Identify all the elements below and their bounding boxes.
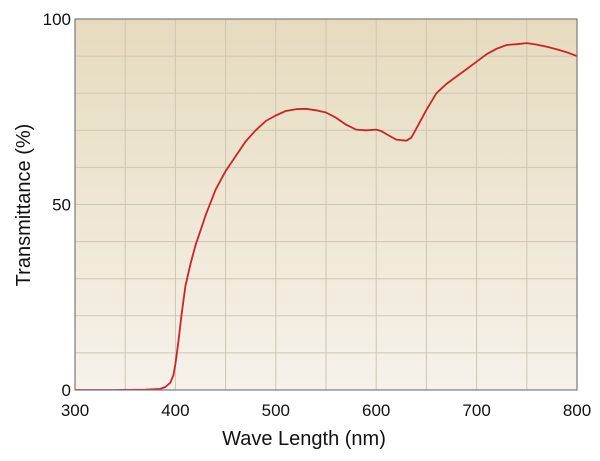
y-axis-title: Transmittance (%) bbox=[13, 124, 35, 287]
x-tick-label: 700 bbox=[462, 401, 490, 420]
grid bbox=[75, 19, 577, 390]
y-axis-ticks: 0 50 100 bbox=[43, 10, 71, 400]
x-tick-label: 800 bbox=[563, 401, 591, 420]
x-tick-label: 500 bbox=[262, 401, 290, 420]
series-layer bbox=[75, 42, 577, 390]
y-tick-label: 50 bbox=[52, 196, 71, 215]
x-tick-label: 300 bbox=[61, 401, 89, 420]
x-tick-label: 400 bbox=[161, 401, 189, 420]
y-tick-label: 0 bbox=[62, 381, 71, 400]
y-tick-label: 100 bbox=[43, 10, 71, 29]
x-tick-label: 600 bbox=[362, 401, 390, 420]
x-axis-ticks: 300 400 500 600 700 800 bbox=[61, 401, 591, 420]
x-axis-title: Wave Length (nm) bbox=[222, 428, 386, 450]
plot-frame bbox=[74, 18, 578, 391]
transmittance-line bbox=[75, 42, 577, 390]
